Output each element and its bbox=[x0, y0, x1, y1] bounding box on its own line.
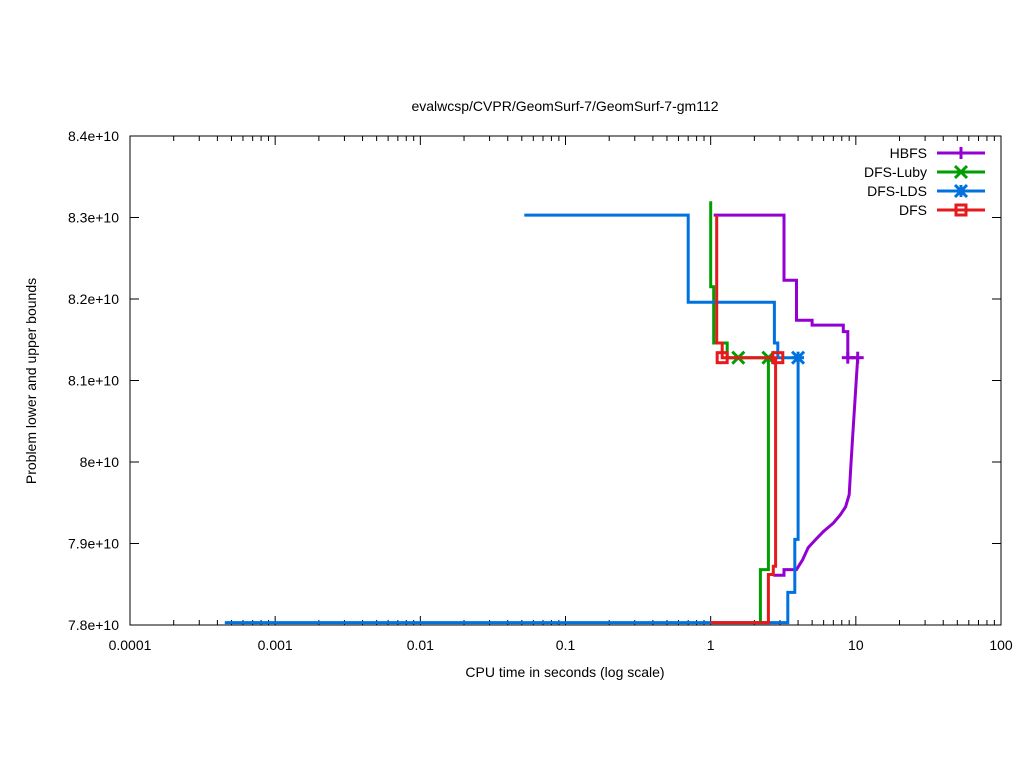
series-dfs-lds bbox=[224, 213, 806, 625]
y-tick-label: 7.9e+10 bbox=[68, 536, 119, 552]
x-axis-label: CPU time in seconds (log scale) bbox=[465, 664, 664, 680]
y-tick-label: 8.1e+10 bbox=[68, 373, 119, 389]
legend-entry-dfs: DFS bbox=[899, 202, 985, 218]
series-dfs-luby-lower-bound-line bbox=[758, 357, 770, 623]
plot-frame bbox=[129, 135, 1002, 626]
series-hbfs-marker bbox=[851, 351, 864, 364]
series-dfs-marker bbox=[771, 351, 785, 365]
legend-swatch-marker bbox=[954, 203, 968, 217]
series-dfs-upper-bound-line bbox=[715, 215, 778, 360]
series-dfs-lds-upper-bound-line bbox=[524, 213, 799, 360]
marker-stroke bbox=[715, 351, 729, 365]
series-dfs-lds-marker bbox=[791, 350, 806, 365]
marker-stroke bbox=[953, 183, 969, 199]
y-tick-label: 8.3e+10 bbox=[68, 210, 119, 226]
legend-swatch-marker bbox=[953, 183, 969, 199]
legend-swatch-marker bbox=[953, 164, 969, 180]
y-tick-label: 7.8e+10 bbox=[68, 617, 119, 633]
x-tick-label: 0.01 bbox=[407, 637, 434, 653]
series-hbfs-upper-bound-line bbox=[713, 213, 858, 360]
legend-entry-hbfs: HBFS bbox=[890, 145, 985, 161]
series-layer bbox=[224, 201, 864, 625]
series-dfs bbox=[710, 215, 785, 625]
series-hbfs-lower-bound-line bbox=[773, 357, 860, 577]
legend: HBFS DFS-Luby DFS-LDS DFS bbox=[864, 145, 985, 218]
x-tick-label: 0.1 bbox=[556, 637, 576, 653]
x-tick-label: 0.001 bbox=[258, 637, 293, 653]
marker-stroke bbox=[954, 203, 968, 217]
legend-swatch-marker bbox=[955, 147, 967, 159]
y-tick-label: 8e+10 bbox=[80, 454, 120, 470]
marker-stroke bbox=[771, 351, 785, 365]
y-axis-label: Problem lower and upper bounds bbox=[23, 278, 39, 484]
x-tick-label: 10 bbox=[848, 637, 864, 653]
x-tick-label: 100 bbox=[989, 637, 1013, 653]
x-tick-label: 0.0001 bbox=[109, 637, 152, 653]
y-tick-label: 8.4e+10 bbox=[68, 128, 119, 144]
marker-stroke bbox=[953, 164, 969, 180]
legend-label: HBFS bbox=[890, 145, 927, 161]
x-tick-label: 1 bbox=[707, 637, 715, 653]
legend-label: DFS bbox=[899, 202, 927, 218]
legend-label: DFS-LDS bbox=[867, 183, 927, 199]
legend-entry-dfs-lds: DFS-LDS bbox=[867, 183, 985, 199]
chart-title: evalwcsp/CVPR/GeomSurf-7/GeomSurf-7-gm11… bbox=[411, 98, 718, 114]
series-hbfs bbox=[713, 213, 864, 577]
series-dfs-marker bbox=[715, 351, 729, 365]
series-dfs-lds-lower-bound-line bbox=[224, 357, 800, 625]
series-dfs-lower-bound-line bbox=[710, 357, 778, 625]
y-tick-label: 8.2e+10 bbox=[68, 291, 119, 307]
legend-entry-dfs-luby: DFS-Luby bbox=[864, 164, 985, 180]
legend-label: DFS-Luby bbox=[864, 164, 927, 180]
axis-ticks: 0.0001 0.001 0.01 0.1 1 10 100 7.8e+10 7.9e+10 8e… bbox=[68, 128, 1013, 653]
marker-stroke bbox=[791, 350, 806, 365]
